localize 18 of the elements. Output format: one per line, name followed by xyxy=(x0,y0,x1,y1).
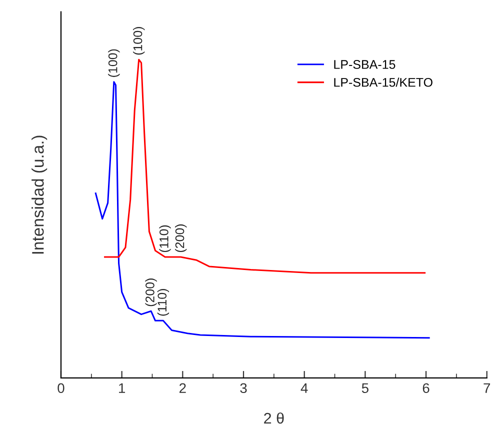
x-tick-label: 6 xyxy=(422,383,430,394)
annotation: (100) xyxy=(133,27,145,55)
y-axis-title: Intensidad (u.a.) xyxy=(32,136,48,254)
x-axis-title: 2 θ xyxy=(264,412,284,424)
x-tick-label: 3 xyxy=(240,383,247,394)
legend-label: LP-SBA-15 xyxy=(334,60,396,69)
x-tick-label: 2 xyxy=(180,383,186,393)
x-tick-label: 0 xyxy=(58,383,64,394)
legend-label: LP-SBA-15/KETO xyxy=(334,78,432,87)
x-tick-label: 4 xyxy=(300,383,308,393)
x-tick-label: 7 xyxy=(484,383,490,393)
x-tick-label: 5 xyxy=(362,383,368,394)
annotation: (200) xyxy=(175,224,187,252)
annotation: (110) xyxy=(159,225,171,252)
annotation: (100) xyxy=(108,49,120,77)
annotation: (200) xyxy=(145,278,157,306)
x-tick-label: 1 xyxy=(119,383,126,393)
annotation: (110) xyxy=(157,289,170,316)
